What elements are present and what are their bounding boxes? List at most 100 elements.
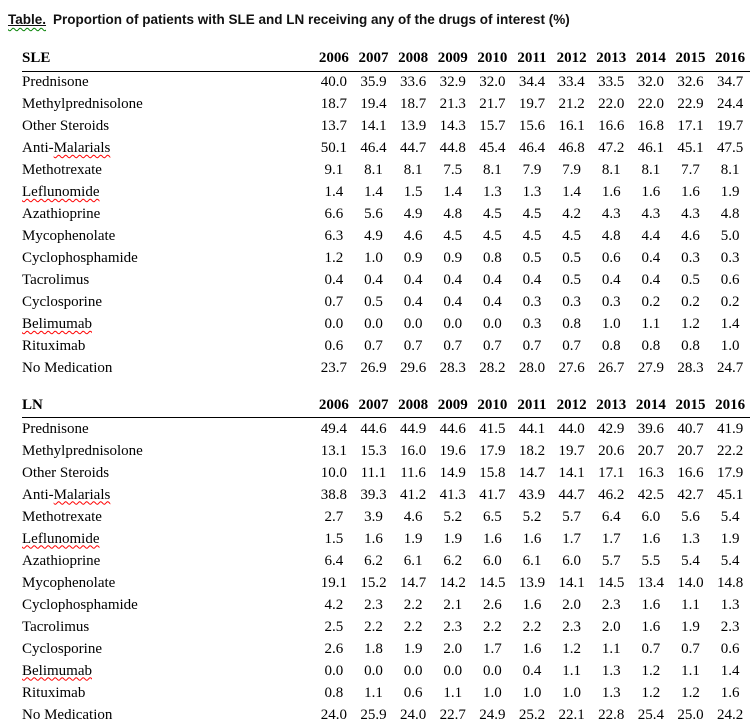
value-cell: 5.6 (671, 506, 711, 528)
value-cell: 0.7 (473, 336, 513, 358)
value-cell: 0.2 (710, 292, 750, 314)
value-cell: 44.6 (433, 418, 473, 441)
value-cell: 22.1 (552, 704, 592, 726)
value-cell: 16.8 (631, 116, 671, 138)
year-header: 2006 (314, 47, 354, 71)
value-cell: 6.0 (631, 506, 671, 528)
value-cell: 0.7 (433, 336, 473, 358)
value-cell: 28.3 (671, 358, 711, 380)
value-cell: 1.6 (631, 528, 671, 550)
value-cell: 1.1 (671, 660, 711, 682)
drug-name-text: Tacrolimus (22, 619, 89, 635)
drug-name: Rituximab (22, 336, 314, 358)
value-cell: 0.4 (591, 270, 631, 292)
drug-name-text: Azathioprine (22, 553, 100, 569)
year-header: 2016 (710, 394, 750, 418)
drug-name: Cyclosporine (22, 292, 314, 314)
year-header: 2006 (314, 394, 354, 418)
value-cell: 25.9 (354, 704, 394, 726)
value-cell: 18.7 (314, 94, 354, 116)
value-cell: 0.5 (671, 270, 711, 292)
value-cell: 6.4 (591, 506, 631, 528)
drug-name: Azathioprine (22, 204, 314, 226)
value-cell: 4.2 (314, 594, 354, 616)
value-cell: 34.7 (710, 71, 750, 94)
value-cell: 24.7 (710, 358, 750, 380)
value-cell: 1.2 (631, 682, 671, 704)
drug-name-text: Methylprednisolone (22, 443, 143, 459)
drug-name-text: Methotrexate (22, 162, 102, 178)
value-cell: 2.2 (473, 616, 513, 638)
value-cell: 2.7 (314, 506, 354, 528)
value-cell: 22.8 (591, 704, 631, 726)
value-cell: 8.1 (631, 160, 671, 182)
value-cell: 32.0 (473, 71, 513, 94)
value-cell: 41.7 (473, 484, 513, 506)
value-cell: 2.0 (591, 616, 631, 638)
value-cell: 0.0 (314, 314, 354, 336)
value-cell: 0.4 (473, 292, 513, 314)
value-cell: 1.2 (314, 248, 354, 270)
drug-name: Leflunomide (22, 182, 314, 204)
drug-name: Methylprednisolone (22, 440, 314, 462)
value-cell: 44.7 (393, 138, 433, 160)
value-cell: 1.3 (591, 660, 631, 682)
value-cell: 4.8 (710, 204, 750, 226)
value-cell: 0.7 (671, 638, 711, 660)
drug-name: Prednisone (22, 71, 314, 94)
drug-name: Other Steroids (22, 116, 314, 138)
value-cell: 4.5 (552, 226, 592, 248)
value-cell: 15.7 (473, 116, 513, 138)
value-cell: 0.8 (314, 682, 354, 704)
year-header: 2012 (552, 47, 592, 71)
value-cell: 0.0 (314, 660, 354, 682)
value-cell: 0.4 (512, 660, 552, 682)
value-cell: 0.8 (671, 336, 711, 358)
value-cell: 1.4 (552, 182, 592, 204)
value-cell: 11.6 (393, 462, 433, 484)
value-cell: 44.8 (433, 138, 473, 160)
drug-name-text: Cyclophosphamide (22, 250, 138, 266)
value-cell: 5.4 (671, 550, 711, 572)
value-cell: 44.0 (552, 418, 592, 441)
drug-name: Anti-Malarials (22, 484, 314, 506)
drug-name: Methotrexate (22, 506, 314, 528)
value-cell: 4.3 (631, 204, 671, 226)
value-cell: 14.9 (433, 462, 473, 484)
value-cell: 24.2 (710, 704, 750, 726)
value-cell: 41.5 (473, 418, 513, 441)
value-cell: 14.5 (591, 572, 631, 594)
drug-name: Other Steroids (22, 462, 314, 484)
value-cell: 42.7 (671, 484, 711, 506)
value-cell: 0.6 (314, 336, 354, 358)
value-cell: 8.1 (591, 160, 631, 182)
value-cell: 18.2 (512, 440, 552, 462)
misspelled-word: Belimumab (22, 663, 92, 679)
value-cell: 14.7 (512, 462, 552, 484)
value-cell: 8.1 (354, 160, 394, 182)
drug-name: Mycophenolate (22, 572, 314, 594)
misspelled-word: Leflunomide (22, 531, 99, 547)
value-cell: 0.2 (631, 292, 671, 314)
drug-name: Cyclophosphamide (22, 248, 314, 270)
value-cell: 0.8 (552, 314, 592, 336)
value-cell: 4.5 (473, 226, 513, 248)
value-cell: 1.4 (710, 660, 750, 682)
value-cell: 2.2 (512, 616, 552, 638)
value-cell: 0.3 (591, 292, 631, 314)
value-cell: 27.6 (552, 358, 592, 380)
value-cell: 4.6 (393, 506, 433, 528)
value-cell: 26.9 (354, 358, 394, 380)
value-cell: 19.6 (433, 440, 473, 462)
value-cell: 1.1 (433, 682, 473, 704)
value-cell: 2.2 (393, 616, 433, 638)
value-cell: 22.0 (631, 94, 671, 116)
